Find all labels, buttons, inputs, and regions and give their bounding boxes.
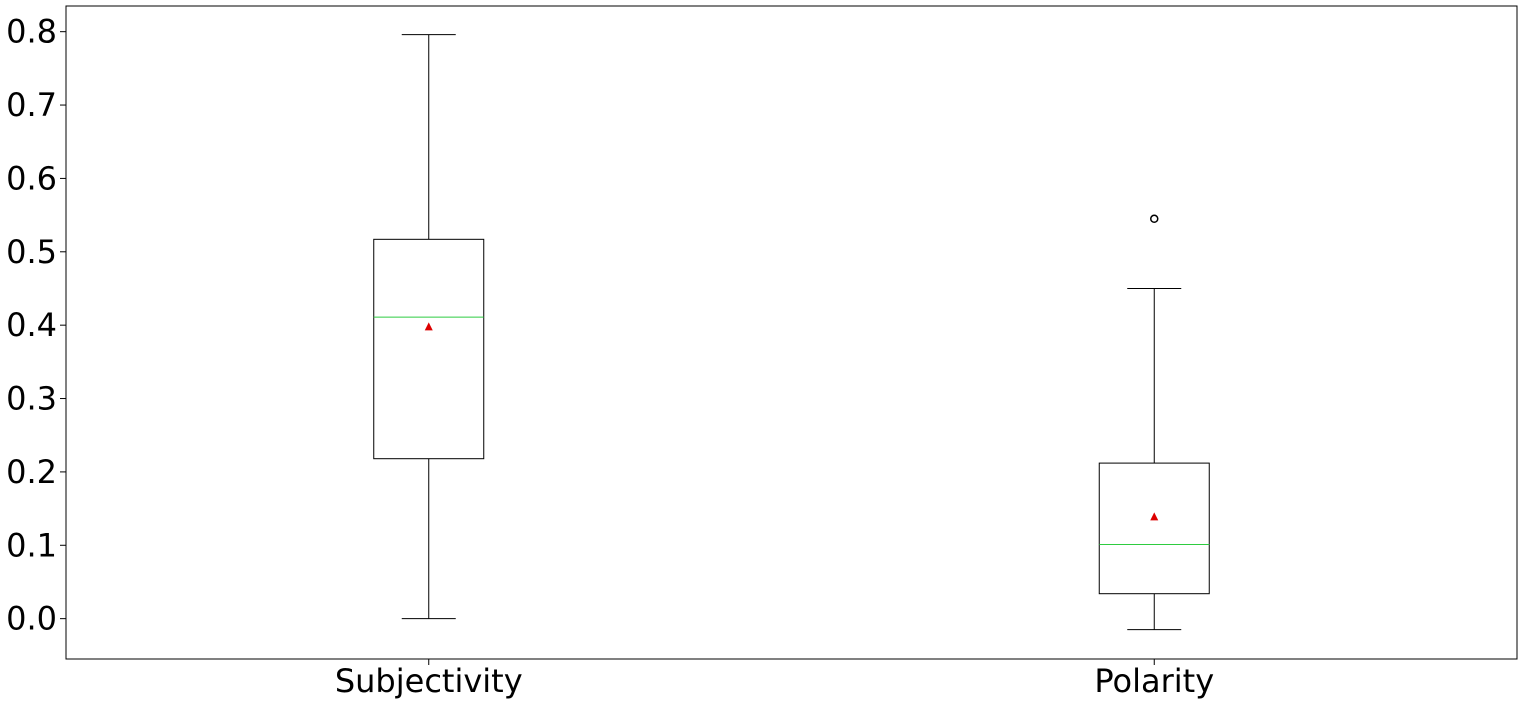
y-tick-label: 0.1 [6,526,57,564]
iqr-box [373,238,485,460]
y-axis: 0.0 0.1 0.2 0.3 0.4 0.5 0.6 0.7 0.8 [6,13,66,638]
plot-area-frame [65,5,1518,660]
y-tick-label: 0.0 [6,600,57,638]
y-tick-label: 0.3 [6,380,57,418]
iqr-box [1098,462,1210,595]
box-subjectivity [373,34,485,620]
y-tick-label: 0.7 [6,86,57,124]
y-tick-label: 0.4 [6,306,57,344]
outlier-point [1150,214,1159,224]
box-polarity [1098,214,1210,631]
x-tick-label: Subjectivity [335,662,523,700]
mean-marker [424,322,433,331]
x-tick-label: Polarity [1094,662,1214,700]
y-tick-label: 0.8 [6,13,57,51]
y-tick-label: 0.6 [6,159,57,197]
x-axis: Subjectivity Polarity [335,659,1214,700]
mean-marker [1150,512,1159,521]
y-tick-label: 0.5 [6,233,57,271]
boxes-group [373,34,1210,631]
y-tick-label: 0.2 [6,453,57,491]
